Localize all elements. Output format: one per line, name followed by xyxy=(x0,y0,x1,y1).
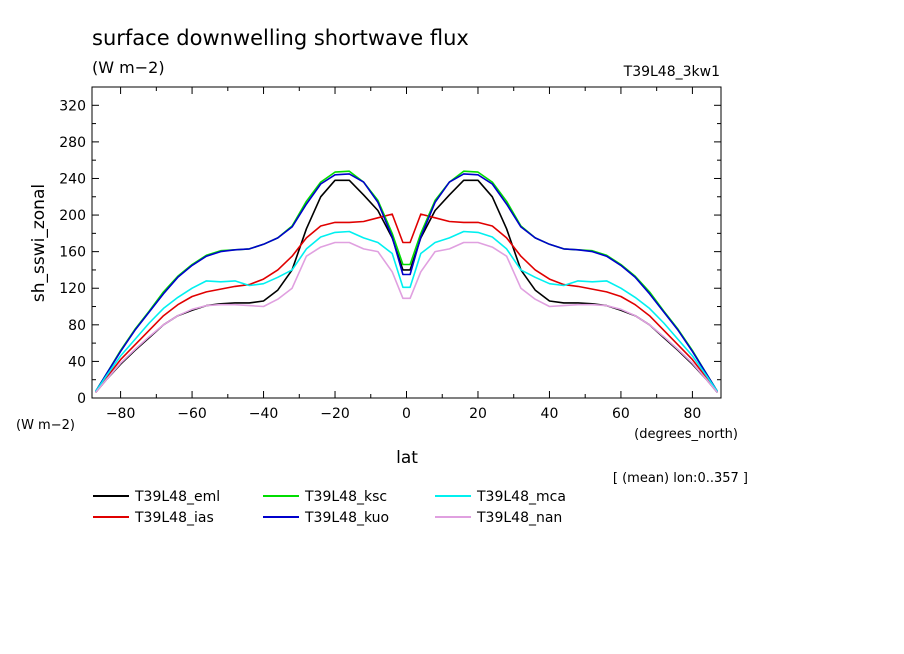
legend-label: T39L48_nan xyxy=(476,510,562,526)
y-axis-unit: (W m−2) xyxy=(16,418,75,433)
legend-label: T39L48_mca xyxy=(476,489,566,505)
legend-label: T39L48_eml xyxy=(134,489,220,505)
series-line-T39L48_ksc xyxy=(94,170,719,393)
y-tick-label: 40 xyxy=(68,354,86,370)
y-tick-label: 280 xyxy=(59,135,86,151)
x-tick-label: 80 xyxy=(683,406,701,422)
series-line-T39L48_eml xyxy=(94,179,719,394)
x-tick-label: −80 xyxy=(106,406,136,422)
x-tick-label: −20 xyxy=(320,406,350,422)
chart-title: surface downwelling shortwave flux xyxy=(92,26,469,50)
run-label: T39L48_3kw1 xyxy=(623,64,720,80)
x-tick-label: 40 xyxy=(541,406,559,422)
x-tick-label: 20 xyxy=(469,406,487,422)
y-tick-label: 80 xyxy=(68,318,86,334)
series-lines xyxy=(94,170,719,394)
series-line-T39L48_kuo xyxy=(94,173,719,393)
x-tick-label: 0 xyxy=(402,406,411,422)
x-tick-label: −60 xyxy=(177,406,207,422)
x-tick-label: −40 xyxy=(249,406,279,422)
axis-ticks: −80 −60 −40 −20 0 20 40 60 80 0 40 80 120 160 200 240 28… xyxy=(59,86,721,422)
series-line-T39L48_nan xyxy=(94,241,719,394)
x-tick-label: 60 xyxy=(612,406,630,422)
chart-unit-subtitle: (W m−2) xyxy=(92,58,165,77)
y-tick-label: 0 xyxy=(77,391,86,407)
y-tick-label: 200 xyxy=(59,208,86,224)
legend-label: T39L48_kuo xyxy=(304,510,389,526)
x-axis-unit: (degrees_north) xyxy=(634,427,738,442)
series-line-T39L48_ias xyxy=(94,213,719,393)
legend-label: T39L48_ias xyxy=(134,510,214,526)
y-tick-label: 320 xyxy=(59,98,86,114)
legend-label: T39L48_ksc xyxy=(304,489,387,505)
y-tick-label: 160 xyxy=(59,245,86,261)
y-tick-label: 120 xyxy=(59,281,86,297)
footnote: [ (mean) lon:0..357 ] xyxy=(613,471,748,486)
legend: T39L48_eml T39L48_ias T39L48_ksc T39L48_kuo… xyxy=(93,489,566,526)
y-axis-label: sh_sswi_zonal xyxy=(29,184,49,302)
y-tick-label: 240 xyxy=(59,171,86,187)
series-line-T39L48_mca xyxy=(94,230,719,393)
x-axis-label: lat xyxy=(396,448,418,468)
